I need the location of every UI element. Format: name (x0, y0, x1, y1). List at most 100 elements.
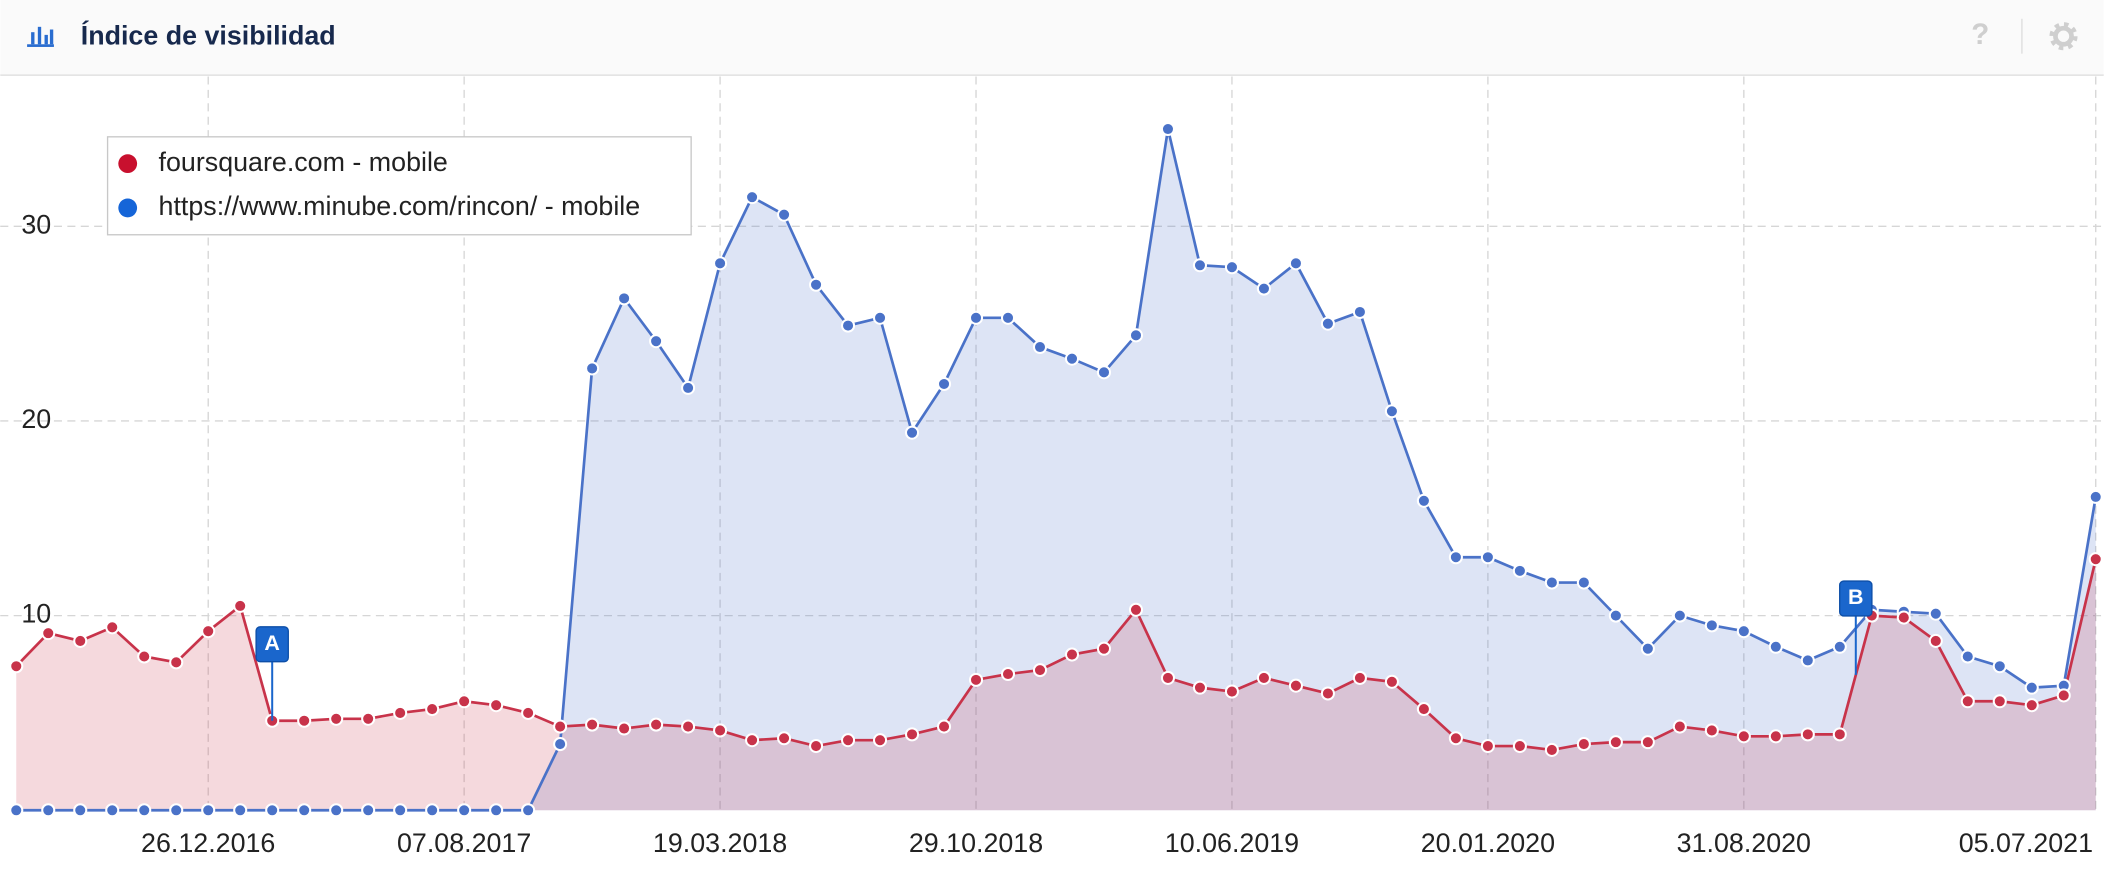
x-tick-label: 07.08.2017 (397, 828, 531, 858)
point (1896, 610, 1911, 625)
point (329, 803, 344, 818)
point (265, 803, 280, 818)
legend-box (106, 136, 692, 236)
point (329, 711, 344, 726)
point (489, 803, 504, 818)
point (9, 659, 24, 674)
point (1416, 702, 1431, 717)
settings-button[interactable] (2049, 22, 2078, 51)
point (681, 719, 696, 734)
point (1800, 727, 1815, 742)
point (1960, 649, 1975, 664)
legend-marker (118, 154, 138, 174)
point (1096, 641, 1112, 656)
legend-marker (118, 198, 138, 218)
point (1768, 639, 1783, 654)
point (553, 719, 568, 734)
x-tick-label: 19.03.2018 (653, 828, 787, 858)
point (2024, 680, 2039, 695)
point (1544, 575, 1559, 590)
x-tick-label: 20.01.2020 (1421, 828, 1555, 858)
point (521, 705, 536, 720)
point (745, 190, 760, 205)
point (1160, 670, 1176, 685)
point (904, 727, 920, 742)
point (1832, 639, 1847, 654)
y-tick-label: 10 (21, 599, 51, 629)
point (361, 803, 376, 818)
annotation-flag (1839, 580, 1873, 617)
point (1832, 727, 1847, 742)
point (1672, 608, 1687, 623)
point (1608, 608, 1623, 623)
point (201, 624, 216, 639)
help-button[interactable]: ? (1971, 18, 1989, 51)
y-tick-label: 20 (21, 404, 51, 434)
point (201, 803, 216, 818)
point (73, 803, 88, 818)
point (1288, 256, 1303, 271)
point (1768, 729, 1783, 744)
point (1608, 735, 1623, 750)
point (1736, 729, 1751, 744)
point (1512, 738, 1527, 754)
point (713, 723, 728, 738)
point (1352, 670, 1367, 685)
point (745, 733, 760, 748)
point (1032, 663, 1048, 678)
point (2056, 688, 2071, 703)
point (105, 803, 120, 818)
point (1224, 684, 1239, 699)
point (1000, 666, 1016, 682)
point (1576, 737, 1591, 752)
point (137, 649, 152, 664)
point (297, 713, 312, 728)
point (41, 626, 56, 641)
point (137, 803, 152, 818)
point (936, 719, 952, 734)
point (1256, 281, 1271, 296)
point (809, 277, 824, 292)
point (1704, 618, 1719, 633)
annotation: B (1839, 580, 1873, 675)
point (1704, 723, 1719, 738)
point (1320, 686, 1335, 701)
point (1000, 310, 1016, 325)
point (2088, 489, 2103, 504)
point (425, 803, 440, 818)
header-title: Índice de visibilidad (81, 20, 336, 51)
point (1640, 641, 1655, 656)
point (457, 803, 472, 818)
legend-label: https://www.minube.com/rincon/ - mobile (159, 191, 641, 221)
point (1096, 365, 1112, 380)
point (585, 717, 600, 732)
point (1992, 694, 2007, 709)
point (873, 733, 888, 748)
point (105, 620, 120, 635)
point (617, 291, 632, 306)
point (233, 598, 248, 613)
point (73, 633, 88, 648)
point (968, 310, 984, 325)
point (1224, 260, 1239, 275)
point (1032, 339, 1048, 355)
point (649, 717, 664, 732)
legend-label: foursquare.com - mobile (159, 147, 448, 177)
point (1384, 404, 1399, 419)
point (936, 376, 952, 392)
point (968, 672, 984, 687)
point (585, 361, 600, 376)
point (1640, 735, 1655, 750)
point (617, 721, 632, 736)
chart-icon (27, 26, 54, 47)
point (904, 425, 920, 440)
point (1512, 563, 1527, 578)
point (1320, 316, 1335, 331)
point (41, 803, 56, 818)
area (16, 559, 2096, 811)
point (1448, 731, 1463, 746)
point (521, 803, 536, 818)
point (2088, 552, 2103, 567)
point (1480, 738, 1495, 754)
point (1992, 659, 2007, 674)
